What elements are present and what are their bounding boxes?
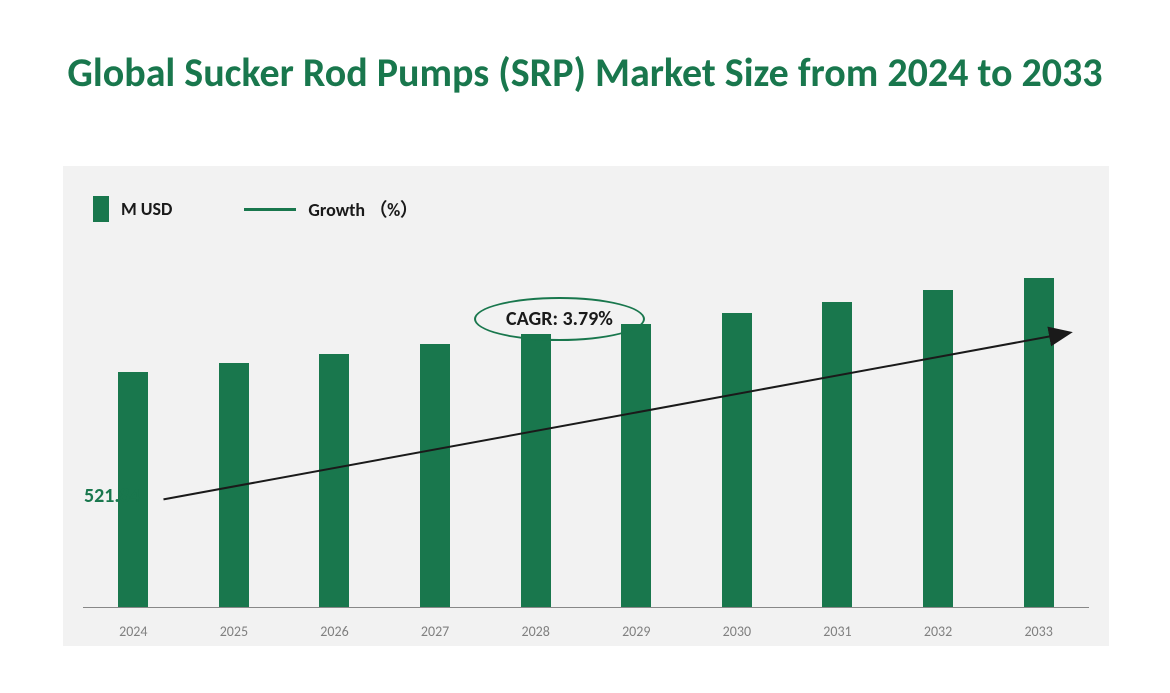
bar-slot xyxy=(787,246,888,608)
x-axis-label: 2027 xyxy=(385,623,486,640)
bar xyxy=(722,313,752,608)
x-axis-label: 2033 xyxy=(988,623,1089,640)
x-axis-label: 2031 xyxy=(787,623,888,640)
first-bar-value-label: 521.84 xyxy=(84,484,140,508)
bar xyxy=(521,334,551,608)
bar xyxy=(621,324,651,608)
chart-x-labels: 2024202520262027202820292030203120322033 xyxy=(83,623,1089,640)
bar xyxy=(219,363,249,608)
bar xyxy=(923,290,953,608)
x-axis-label: 2025 xyxy=(184,623,285,640)
x-axis-label: 2030 xyxy=(687,623,788,640)
bar-slot xyxy=(888,246,989,608)
bar xyxy=(420,344,450,608)
bar-slot xyxy=(385,246,486,608)
bar xyxy=(822,302,852,608)
bar-slot xyxy=(988,246,1089,608)
x-axis-label: 2032 xyxy=(888,623,989,640)
bar-slot xyxy=(687,246,788,608)
x-axis-label: 2026 xyxy=(284,623,385,640)
x-axis-label: 2029 xyxy=(586,623,687,640)
page-title: Global Sucker Rod Pumps (SRP) Market Siz… xyxy=(0,48,1170,97)
legend-bar-label: M USD xyxy=(121,198,172,220)
x-axis-label: 2028 xyxy=(485,623,586,640)
cagr-badge: CAGR: 3.79% xyxy=(474,297,645,341)
bar-slot xyxy=(83,246,184,608)
bar xyxy=(319,354,349,608)
chart-x-axis-line xyxy=(83,607,1089,608)
chart-legend: M USD Growth （%） xyxy=(93,196,418,222)
legend-line-swatch xyxy=(244,208,296,211)
bar-slot xyxy=(284,246,385,608)
legend-bar-swatch xyxy=(93,196,109,222)
bar-slot xyxy=(184,246,285,608)
x-axis-label: 2024 xyxy=(83,623,184,640)
chart-container: M USD Growth （%） 521.84 CAGR: 3.79% 2024… xyxy=(63,166,1109,646)
bar xyxy=(1024,278,1054,608)
legend-line-label: Growth （%） xyxy=(308,196,418,222)
